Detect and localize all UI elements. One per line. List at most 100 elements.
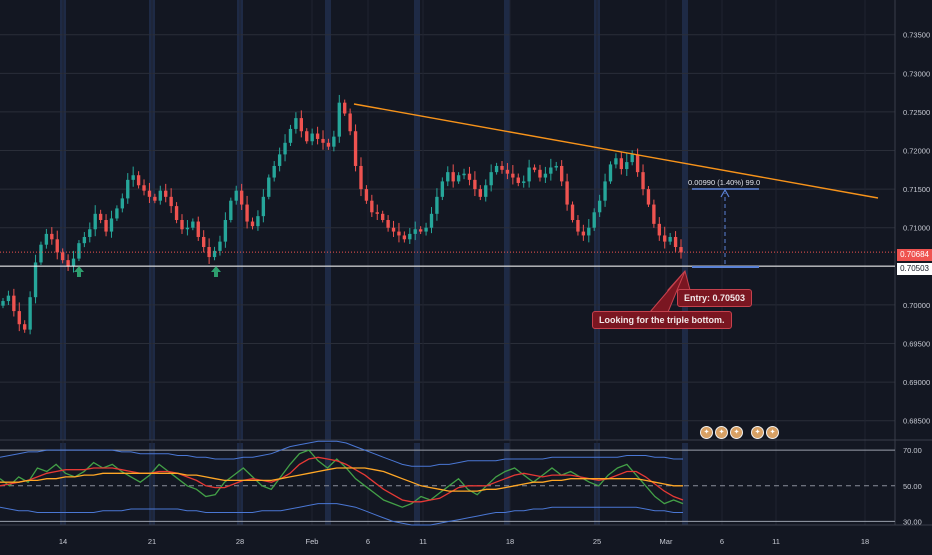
oscillator-tick-label: 50.00 bbox=[903, 482, 922, 491]
candle-body bbox=[28, 297, 32, 330]
candle-body bbox=[71, 258, 76, 267]
candle-body bbox=[435, 196, 439, 214]
news-icon[interactable]: ✦ bbox=[730, 426, 743, 439]
candle-body bbox=[473, 179, 477, 190]
candle-body bbox=[500, 165, 504, 170]
candle-body bbox=[109, 218, 114, 232]
candle-body bbox=[6, 295, 11, 302]
weekend-band bbox=[504, 0, 510, 440]
oscillator-series-line bbox=[0, 449, 684, 508]
oscillator-series-line bbox=[0, 440, 683, 467]
price-tick-label: 0.69500 bbox=[903, 340, 930, 349]
candle-body bbox=[625, 162, 629, 170]
news-icon[interactable]: ✦ bbox=[715, 426, 728, 439]
date-tick-label: 18 bbox=[861, 537, 869, 546]
candle-body bbox=[462, 173, 466, 176]
triple-bottom-annotation[interactable]: Looking for the triple bottom. bbox=[592, 311, 732, 329]
candle-body bbox=[267, 177, 271, 197]
support-price-tag: 0.70503 bbox=[897, 263, 932, 275]
candle-body bbox=[321, 138, 325, 143]
news-icon[interactable]: ✦ bbox=[751, 426, 764, 439]
candle-body bbox=[153, 196, 157, 201]
candle-body bbox=[136, 175, 141, 186]
price-tick-label: 0.70000 bbox=[903, 301, 930, 310]
candle-body bbox=[17, 311, 21, 325]
candle-body bbox=[408, 233, 412, 240]
weekend-band bbox=[325, 443, 331, 525]
date-tick-label: 14 bbox=[59, 537, 67, 546]
indicator-icons[interactable]: ✦ ✦ ✦ ✦ ✦ bbox=[700, 426, 779, 439]
candle-body bbox=[180, 220, 184, 230]
candle-body bbox=[402, 235, 407, 240]
date-tick-label: Mar bbox=[660, 537, 673, 546]
price-tick-label: 0.72500 bbox=[903, 108, 930, 117]
weekend-band bbox=[682, 443, 688, 525]
candle-body bbox=[592, 212, 596, 228]
last-price-tag: 0.70684 bbox=[897, 249, 932, 261]
candle-body bbox=[456, 175, 461, 182]
candle-body bbox=[641, 172, 645, 190]
candle-body bbox=[614, 158, 618, 165]
candle-body bbox=[164, 190, 168, 197]
price-tick-label: 0.68500 bbox=[903, 417, 930, 426]
candle-body bbox=[283, 142, 287, 155]
candle-body bbox=[337, 102, 341, 137]
candle-body bbox=[657, 223, 661, 236]
candle-body bbox=[391, 227, 396, 232]
candle-body bbox=[12, 295, 16, 312]
candle-body bbox=[619, 158, 624, 170]
entry-annotation[interactable]: Entry: 0.70503 bbox=[677, 289, 753, 307]
candle-body bbox=[93, 213, 97, 230]
candle-body bbox=[581, 231, 586, 236]
candle-body bbox=[603, 181, 607, 201]
candle-body bbox=[1, 301, 5, 306]
candle-body bbox=[315, 133, 320, 139]
oscillator-tick-label: 70.00 bbox=[903, 446, 922, 455]
candle-body bbox=[679, 247, 683, 253]
candle-body bbox=[370, 200, 374, 213]
oscillator-series-line bbox=[0, 456, 684, 503]
candle-body bbox=[44, 233, 49, 245]
candle-body bbox=[223, 220, 228, 242]
candle-body bbox=[50, 233, 54, 240]
news-icon[interactable]: ✦ bbox=[766, 426, 779, 439]
candle-body bbox=[294, 118, 298, 129]
candle-body bbox=[397, 231, 401, 236]
candle-body bbox=[570, 204, 575, 220]
weekend-band bbox=[325, 0, 331, 440]
candle-body bbox=[484, 185, 488, 197]
candle-body bbox=[673, 236, 678, 248]
candle-body bbox=[202, 236, 206, 248]
candle-body bbox=[380, 213, 385, 220]
candle-body bbox=[272, 165, 276, 178]
measure-arrow-icon bbox=[720, 188, 730, 198]
candle-body bbox=[527, 167, 531, 182]
candle-body bbox=[305, 131, 309, 142]
candle-body bbox=[532, 167, 537, 170]
candle-body bbox=[543, 173, 548, 178]
candle-body bbox=[60, 252, 65, 261]
candle-body bbox=[505, 169, 510, 174]
weekend-band bbox=[682, 0, 688, 440]
candle-body bbox=[239, 190, 244, 205]
candle-body bbox=[440, 181, 445, 197]
candle-body bbox=[185, 227, 190, 230]
news-icon[interactable]: ✦ bbox=[700, 426, 713, 439]
candle-body bbox=[429, 213, 434, 228]
candle-body bbox=[418, 229, 423, 232]
candle-body bbox=[630, 154, 634, 163]
candle-body bbox=[82, 236, 87, 244]
candle-body bbox=[576, 220, 580, 232]
price-tick-label: 0.72000 bbox=[903, 147, 930, 156]
candle-body bbox=[516, 177, 520, 183]
oscillator-series-line bbox=[0, 503, 683, 526]
candle-body bbox=[234, 190, 238, 201]
candle-body bbox=[196, 221, 200, 237]
candle-body bbox=[158, 190, 162, 201]
price-tick-label: 0.71500 bbox=[903, 185, 930, 194]
candle-body bbox=[565, 181, 569, 205]
candle-body bbox=[494, 165, 499, 173]
candle-body bbox=[39, 244, 43, 263]
